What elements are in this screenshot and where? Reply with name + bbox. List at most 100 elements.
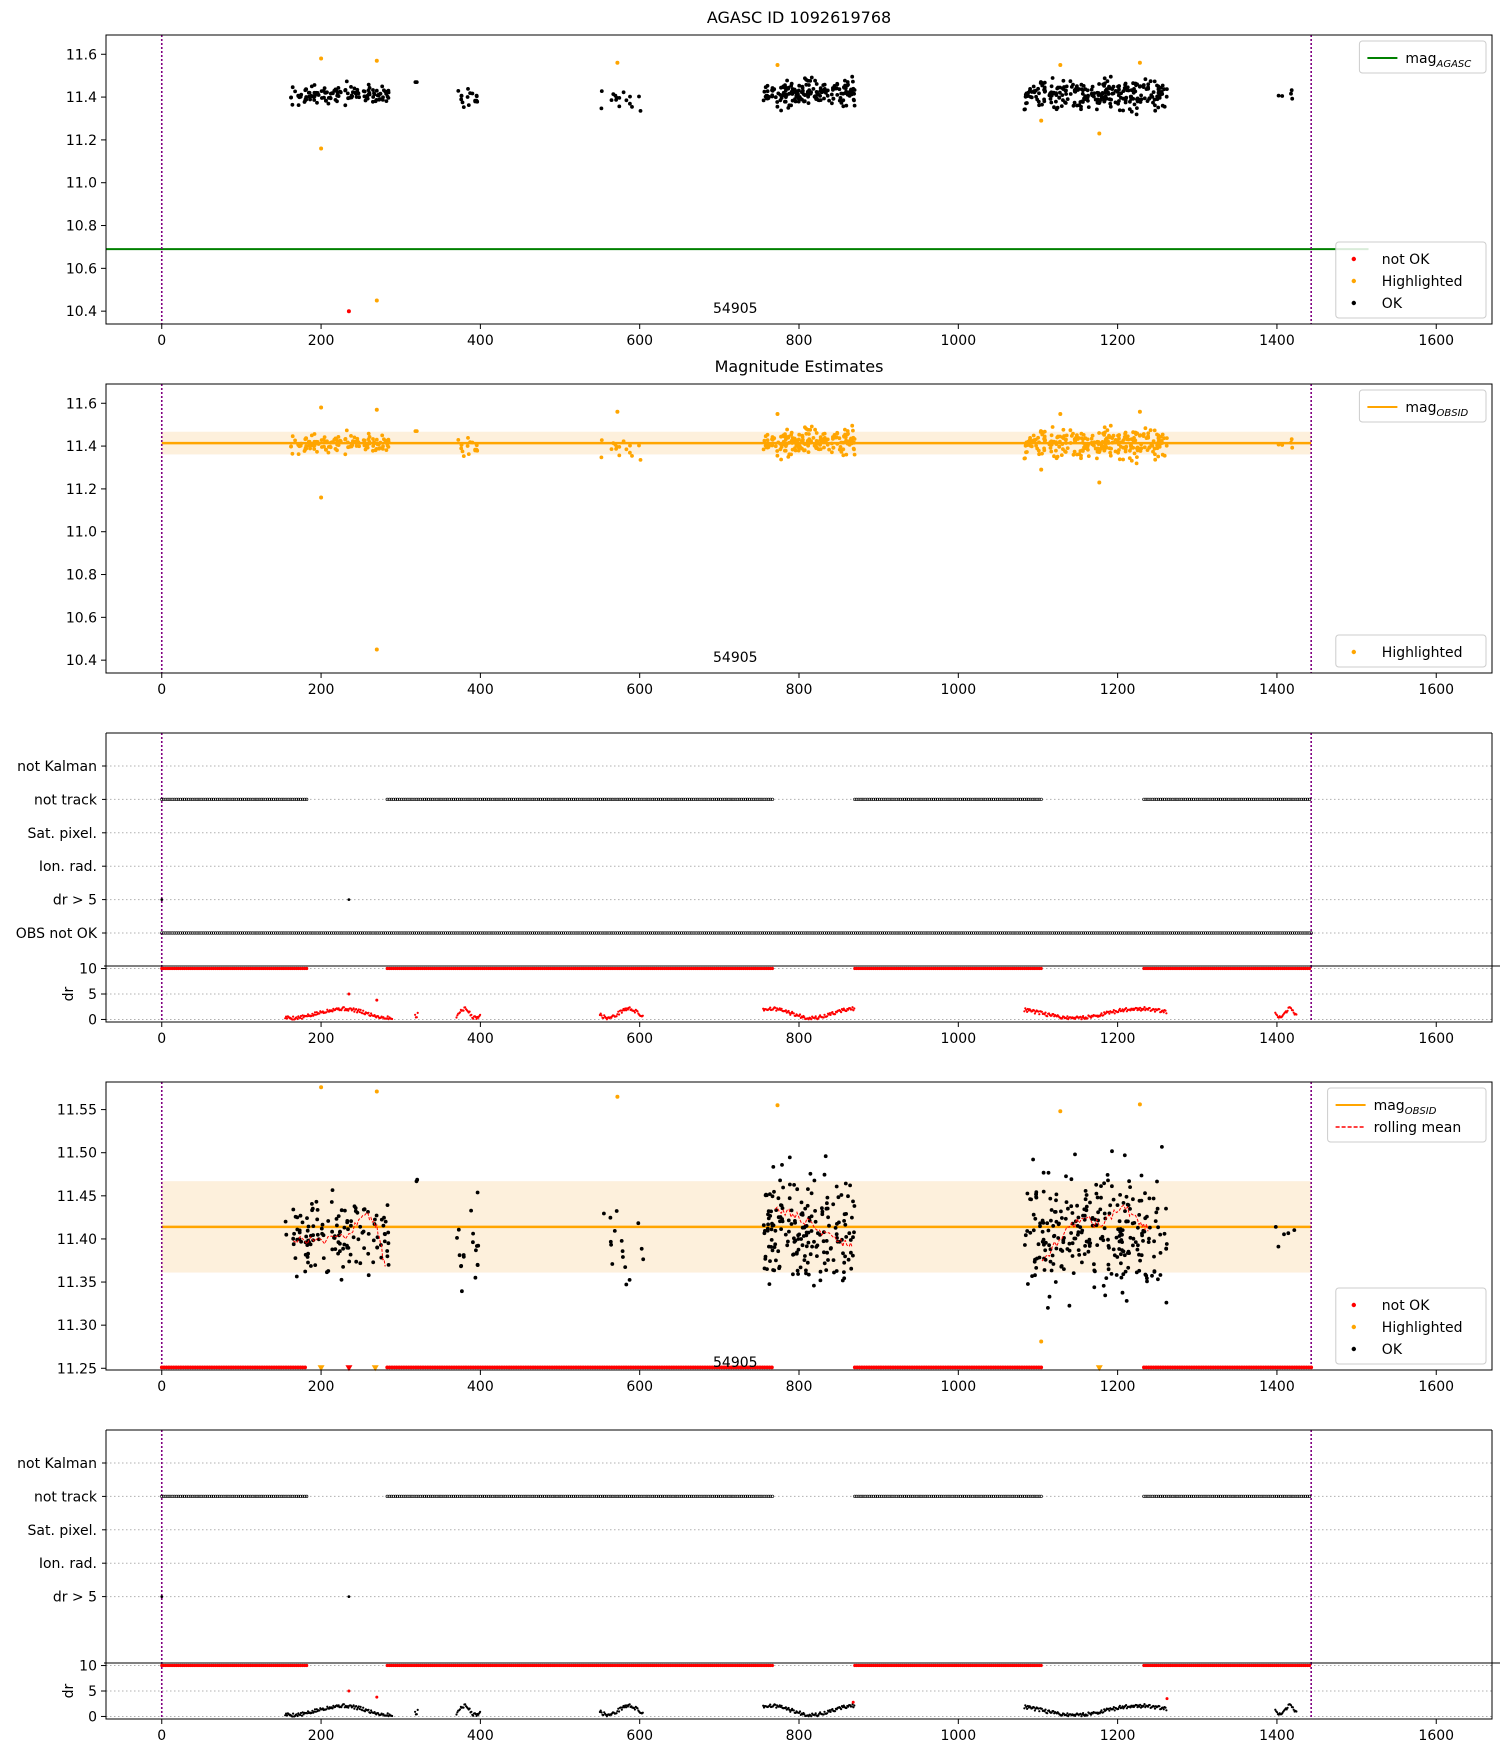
flag-marker bbox=[294, 931, 299, 935]
flag-marker bbox=[491, 797, 495, 802]
data-point-ok bbox=[803, 1206, 808, 1211]
data-point-highlighted bbox=[1097, 450, 1102, 454]
data-point-ok bbox=[314, 1199, 319, 1204]
data-point-highlighted bbox=[361, 438, 366, 442]
data-point-highlighted bbox=[1127, 456, 1132, 460]
flag-marker bbox=[466, 931, 470, 935]
flag-marker bbox=[621, 797, 625, 802]
flag-marker bbox=[483, 931, 487, 935]
data-point-ok bbox=[818, 86, 823, 90]
data-point-ok bbox=[839, 101, 844, 105]
data-point-ok bbox=[1037, 103, 1041, 108]
flag-marker bbox=[468, 931, 472, 935]
flag-marker bbox=[1259, 931, 1264, 935]
row-marker bbox=[1309, 1365, 1314, 1370]
data-point-ok bbox=[1162, 87, 1166, 92]
flag-marker bbox=[822, 931, 827, 935]
data-point-ok bbox=[761, 98, 766, 103]
data-point-ok bbox=[1137, 97, 1142, 102]
data-point-ok bbox=[1146, 86, 1151, 91]
data-point-ok bbox=[782, 92, 787, 97]
data-point-ok bbox=[382, 1239, 387, 1244]
data-point-highlighted bbox=[782, 441, 787, 446]
flag-marker bbox=[869, 797, 873, 802]
data-point-ok bbox=[813, 1219, 818, 1224]
data-point-ok bbox=[1049, 1208, 1054, 1212]
flag-marker bbox=[882, 931, 887, 935]
flag-marker bbox=[764, 797, 768, 802]
flag-marker bbox=[884, 797, 888, 802]
data-point-highlighted bbox=[474, 442, 479, 447]
flag-marker bbox=[584, 797, 588, 802]
x-tick-label: 0 bbox=[157, 1379, 166, 1395]
y-tick-label: 10.4 bbox=[66, 304, 97, 320]
flag-marker bbox=[675, 931, 680, 935]
data-point-ok bbox=[1289, 88, 1294, 93]
data-point-ok bbox=[1115, 1203, 1120, 1207]
data-point-highlighted bbox=[1054, 456, 1059, 461]
data-point-ok bbox=[336, 93, 340, 98]
data-point-highlighted bbox=[335, 448, 339, 453]
flag-marker bbox=[305, 931, 309, 935]
data-point-ok bbox=[623, 1265, 628, 1269]
flag-marker bbox=[906, 797, 911, 802]
data-point-ok bbox=[1103, 81, 1107, 86]
data-point-ok bbox=[290, 85, 295, 90]
flag-marker bbox=[677, 931, 682, 935]
data-point-ok bbox=[822, 1250, 826, 1255]
x-tick-label: 1200 bbox=[1100, 333, 1136, 349]
flag-marker bbox=[824, 931, 829, 935]
data-point-ok bbox=[1031, 1212, 1036, 1217]
data-point-ok bbox=[300, 1220, 305, 1225]
flag-marker bbox=[689, 797, 694, 802]
data-point-ok bbox=[303, 97, 308, 101]
data-point-ok bbox=[366, 1251, 371, 1256]
flag-marker bbox=[303, 931, 307, 935]
data-point-ok bbox=[1276, 1244, 1281, 1249]
data-point-ok bbox=[1075, 1224, 1080, 1228]
flag-marker bbox=[644, 931, 649, 935]
data-point-ok bbox=[1273, 1225, 1278, 1229]
data-point-ok bbox=[1146, 82, 1151, 87]
flag-marker bbox=[489, 797, 493, 802]
data-point-ok bbox=[1159, 86, 1163, 90]
flag-marker bbox=[166, 797, 170, 802]
flag-marker bbox=[431, 797, 435, 802]
data-point-highlighted bbox=[839, 440, 844, 445]
flag-marker bbox=[195, 931, 199, 935]
flag-marker bbox=[1158, 797, 1163, 802]
data-point-ok bbox=[800, 86, 805, 90]
data-point-highlighted bbox=[786, 455, 791, 459]
dr-point bbox=[1046, 1015, 1049, 1018]
data-point-ok bbox=[779, 85, 783, 90]
data-point-ok bbox=[299, 1239, 303, 1244]
flag-marker bbox=[744, 931, 748, 935]
flag-marker bbox=[522, 797, 526, 802]
y-tick-label: 11.6 bbox=[66, 47, 97, 63]
flag-marker bbox=[477, 931, 481, 935]
flag-marker bbox=[1249, 797, 1254, 802]
data-point-highlighted bbox=[1129, 445, 1134, 450]
flag-marker bbox=[935, 797, 940, 802]
flag-marker bbox=[240, 797, 245, 802]
data-point-highlighted bbox=[1097, 131, 1102, 136]
data-point-ok bbox=[1083, 1189, 1088, 1193]
data-point-highlighted bbox=[830, 450, 834, 455]
flag-marker bbox=[1239, 931, 1243, 935]
dr-point bbox=[462, 1009, 465, 1012]
flag-marker bbox=[957, 931, 961, 935]
data-point-highlighted bbox=[800, 446, 804, 451]
data-point-ok bbox=[1153, 103, 1157, 108]
flag-marker bbox=[1002, 797, 1006, 802]
flag-marker bbox=[949, 931, 953, 935]
data-point-ok bbox=[335, 1223, 339, 1228]
x-tick-label: 1000 bbox=[940, 333, 976, 349]
data-point-ok bbox=[1144, 1273, 1149, 1278]
flag-marker bbox=[1183, 931, 1187, 935]
data-point-ok bbox=[851, 1199, 855, 1204]
flag-marker bbox=[1016, 797, 1021, 802]
flag-marker bbox=[1073, 931, 1077, 935]
data-point-ok bbox=[1139, 1198, 1144, 1203]
flag-marker bbox=[464, 797, 468, 802]
flag-marker bbox=[696, 797, 700, 802]
